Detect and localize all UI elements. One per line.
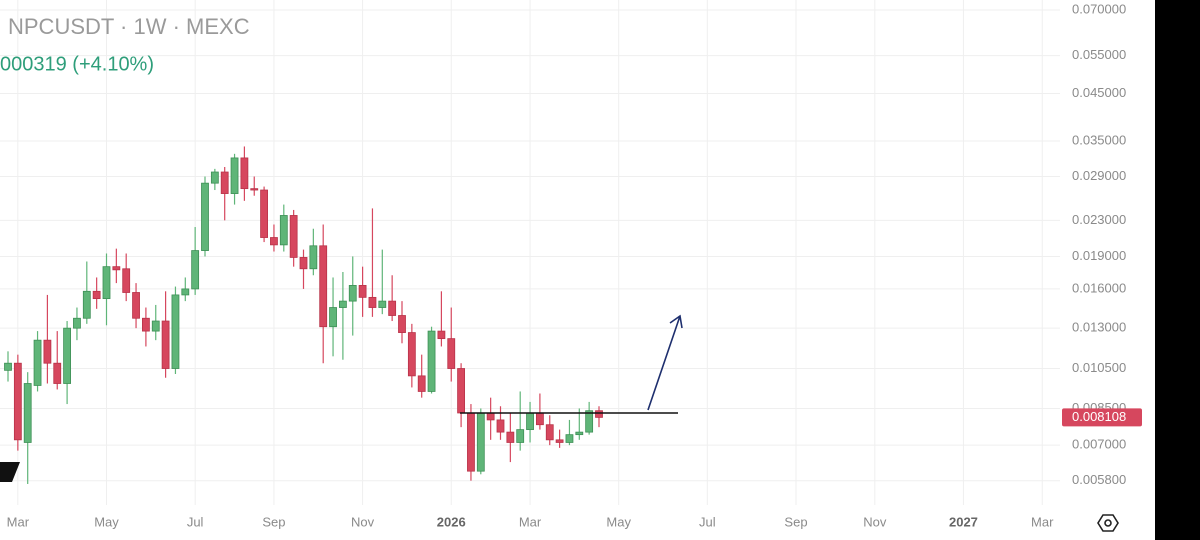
last-price-label: 0.008108 <box>1072 409 1126 424</box>
candles <box>4 146 603 484</box>
settings-icon[interactable] <box>1097 514 1119 532</box>
candle-body <box>565 434 574 443</box>
candle-body <box>132 292 140 319</box>
y-tick-label: 0.055000 <box>1072 47 1126 62</box>
y-tick-label: 0.010500 <box>1072 360 1126 375</box>
candle-body <box>13 362 22 441</box>
candle-body <box>102 266 111 300</box>
candle-body <box>536 412 544 426</box>
candle-body <box>595 410 603 418</box>
side-strip <box>1155 0 1200 540</box>
candle-body <box>299 257 308 270</box>
chart-title: NPCUSDT · 1W · MEXC <box>8 14 250 39</box>
price-change: 000319 (+4.10%) <box>0 53 154 75</box>
candle-body <box>151 320 160 332</box>
x-tick-label: Jul <box>699 514 716 529</box>
candle-body <box>33 339 42 386</box>
candle-body <box>161 320 170 369</box>
candle-body <box>358 285 367 298</box>
candle-body <box>112 266 121 271</box>
candle-body <box>260 189 269 238</box>
candle-body <box>92 290 101 300</box>
candle-body <box>181 288 190 296</box>
x-tick-label: Nov <box>863 514 887 529</box>
candle-body <box>338 300 347 308</box>
y-tick-label: 0.023000 <box>1072 212 1126 227</box>
candle-body <box>486 412 495 421</box>
last-price-box <box>1062 408 1142 427</box>
logo-fragment <box>0 462 20 482</box>
candle-body <box>289 215 298 258</box>
x-tick-label: Jul <box>187 514 204 529</box>
candle-body <box>82 290 91 319</box>
candle-body <box>201 182 209 251</box>
candle-body <box>171 294 180 369</box>
candle-body <box>210 171 219 184</box>
candle-body <box>122 268 131 293</box>
x-tick-label: 2027 <box>949 514 978 529</box>
candle-body <box>368 296 377 308</box>
y-tick-label: 0.005800 <box>1072 472 1126 487</box>
candle-body <box>388 300 397 316</box>
candle-body <box>73 317 81 329</box>
candle-body <box>427 330 436 392</box>
candle-body <box>417 375 426 392</box>
candle-body <box>447 338 456 369</box>
candle-body <box>141 317 150 332</box>
candle-body <box>526 412 534 431</box>
candle-body <box>319 245 328 328</box>
x-tick-label: Sep <box>784 514 807 529</box>
candle-body <box>467 412 475 472</box>
candle-body <box>23 383 32 443</box>
x-tick-label: May <box>94 514 119 529</box>
candle-body <box>191 250 200 290</box>
candle-body <box>329 307 337 328</box>
y-tick-label: 0.045000 <box>1072 85 1126 100</box>
x-tick-label: 2026 <box>437 514 466 529</box>
settings-icon-center <box>1104 519 1112 527</box>
axes: 0.0058000.0070000.0085000.0105000.013000… <box>7 1 1142 529</box>
candle-body <box>378 300 387 308</box>
y-tick-label: 0.070000 <box>1072 1 1126 16</box>
candle-body <box>476 412 485 472</box>
candle-body <box>545 424 554 441</box>
candle-body <box>575 431 584 436</box>
candle-body <box>309 245 318 270</box>
candle-body <box>585 410 594 433</box>
candle-body <box>555 439 564 443</box>
y-tick-label: 0.035000 <box>1072 132 1126 147</box>
candle-body <box>407 332 416 377</box>
candle-body <box>457 368 466 414</box>
candle-body <box>437 330 446 340</box>
y-tick-label: 0.029000 <box>1072 168 1126 183</box>
candle-body <box>506 431 515 443</box>
x-tick-label: Mar <box>1031 514 1054 529</box>
x-tick-label: Nov <box>351 514 375 529</box>
x-tick-label: Mar <box>7 514 30 529</box>
arrow <box>647 314 683 411</box>
candle-body <box>220 171 229 194</box>
candle-body <box>53 362 62 384</box>
candle-body <box>348 285 357 302</box>
candle-body <box>496 419 505 433</box>
y-tick-label: 0.013000 <box>1072 320 1126 335</box>
y-tick-label: 0.019000 <box>1072 248 1126 263</box>
x-tick-label: Sep <box>262 514 285 529</box>
candle-body <box>398 315 406 333</box>
candle-body <box>63 327 71 384</box>
x-tick-label: Mar <box>519 514 542 529</box>
y-tick-label: 0.016000 <box>1072 280 1126 295</box>
candle-body <box>43 339 52 364</box>
candle-body <box>270 237 278 246</box>
candle-body <box>279 215 288 246</box>
candle-body <box>516 429 525 443</box>
candle-body <box>250 188 259 191</box>
candle-body <box>240 157 249 190</box>
candle-body <box>4 362 12 371</box>
candle-body <box>230 157 239 194</box>
y-tick-label: 0.007000 <box>1072 437 1126 452</box>
x-tick-label: May <box>606 514 631 529</box>
